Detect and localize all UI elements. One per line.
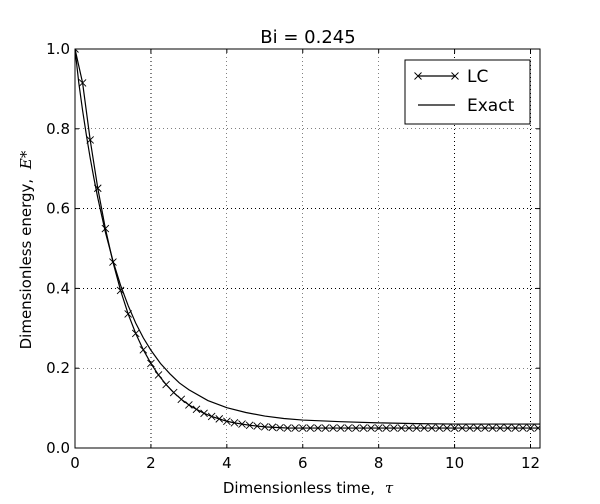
data-point-lc: [215, 415, 224, 423]
plot-frame: [74, 48, 541, 449]
data-point-lc: [268, 423, 277, 432]
legend-label-lc: LC: [467, 67, 488, 87]
data-point-lc: [329, 424, 337, 432]
y-tick-label: 0.4: [46, 279, 70, 297]
data-point-lc: [382, 424, 391, 432]
y-axis-label-text: Dimensionless energy,: [17, 179, 35, 350]
data-point-lc: [283, 424, 292, 432]
legend-entries: LC Exact: [414, 67, 515, 116]
data-point-lc: [131, 329, 140, 338]
data-point-lc: [443, 424, 451, 432]
data-point-lc: [321, 424, 330, 432]
data-point-lc: [450, 424, 459, 432]
data-point-lc: [390, 424, 398, 432]
data-point-lc: [192, 405, 201, 414]
data-point-lc: [230, 419, 239, 427]
y-tick-label: 0.0: [46, 439, 70, 457]
data-point-lc: [200, 409, 208, 418]
data-point-lc: [185, 401, 193, 409]
legend-box: [404, 59, 531, 125]
data-point-lc: [75, 49, 79, 53]
data-point-lc: [359, 424, 368, 432]
x-axis-label-text: Dimensionless time,: [223, 479, 375, 497]
y-tick-label: 0.2: [46, 359, 70, 377]
legend: LC Exact: [404, 59, 531, 125]
series-line-lc: [75, 49, 539, 429]
data-point-lc: [306, 424, 315, 432]
data-point-lc: [481, 424, 489, 432]
tick-marks: [74, 48, 540, 449]
data-point-lc: [534, 424, 540, 432]
data-point-lc: [260, 423, 269, 431]
x-tick-label: 10: [445, 454, 464, 472]
x-axis-symbol: τ: [385, 479, 394, 497]
data-point-lc: [154, 371, 163, 379]
data-point-lc: [336, 424, 345, 432]
data-point-lc: [253, 422, 262, 430]
x-tick-label: 4: [222, 454, 232, 472]
series-line-exact: [75, 49, 540, 425]
data-point-lc: [291, 424, 299, 432]
data-point-lc: [526, 424, 535, 432]
data-point-lc: [511, 424, 520, 432]
data-point-lc: [162, 380, 170, 389]
y-axis-symbol: E*: [17, 150, 35, 170]
legend-label-exact: Exact: [467, 96, 515, 116]
data-point-lc: [374, 424, 383, 432]
data-point-lc: [147, 359, 155, 368]
data-point-lc: [169, 388, 178, 397]
data-point-lc: [245, 421, 254, 430]
y-axis-title: Dimensionless energy, E*: [17, 150, 35, 349]
data-point-lc: [276, 423, 284, 432]
y-tick-label: 1.0: [46, 40, 70, 58]
data-point-lc: [139, 346, 148, 354]
data-point-lc: [314, 424, 322, 432]
data-point-lc: [427, 424, 436, 432]
x-tick-label: 12: [521, 454, 540, 472]
y-tick-label: 0.6: [46, 200, 70, 218]
tick-labels: 0 2 4 6 8 10 12 0.0 0.2 0.4 0.6 0.8 1.0: [46, 40, 540, 472]
series-layer: [75, 49, 540, 432]
x-tick-label: 2: [146, 454, 156, 472]
x-axis-title: Dimensionless time, τ: [223, 479, 394, 497]
chart-title: Bi = 0.245: [260, 27, 355, 48]
x-tick-label: 0: [70, 454, 80, 472]
data-point-lc: [238, 420, 246, 428]
data-point-lc: [488, 424, 497, 432]
data-point-lc: [503, 424, 512, 432]
y-tick-label: 0.8: [46, 120, 70, 138]
x-tick-label: 6: [298, 454, 308, 472]
data-point-lc: [207, 412, 216, 421]
data-point-lc: [367, 424, 375, 432]
data-point-lc: [458, 424, 467, 432]
data-point-lc: [177, 395, 186, 404]
data-point-lc: [397, 424, 406, 432]
data-point-lc: [344, 424, 353, 432]
data-point-lc: [465, 424, 474, 432]
data-point-lc: [435, 424, 444, 432]
data-point-lc: [352, 424, 360, 432]
x-tick-label: 8: [374, 454, 384, 472]
data-point-lc: [78, 79, 87, 87]
data-point-lc: [405, 424, 413, 432]
data-point-lc: [519, 424, 527, 432]
data-point-lc: [412, 424, 421, 432]
plot-border: [74, 48, 541, 449]
legend-marker-lc: [414, 72, 422, 80]
data-point-lc: [473, 424, 482, 432]
data-point-lc: [223, 417, 231, 426]
data-point-lc: [420, 424, 429, 432]
legend-marker-lc: [451, 72, 459, 80]
data-point-lc: [298, 424, 307, 432]
data-point-lc: [101, 224, 110, 233]
data-point-lc: [496, 424, 504, 432]
